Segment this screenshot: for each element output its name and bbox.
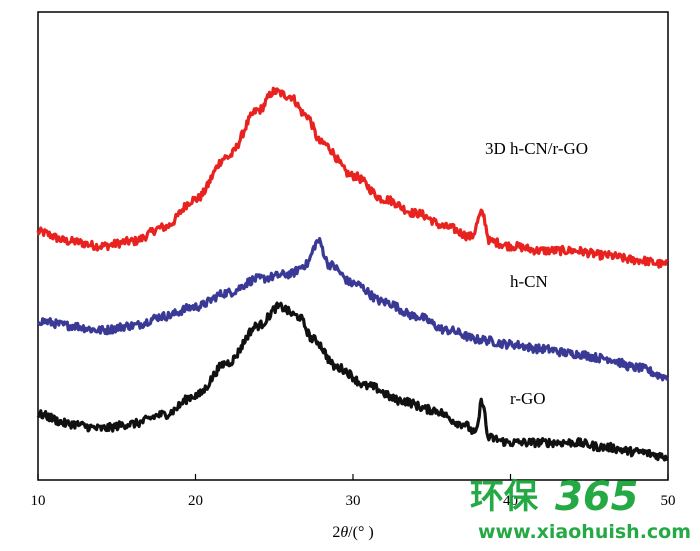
x-tick-label-10: 10 xyxy=(31,493,46,509)
series-line-2 xyxy=(36,237,669,382)
plot-frame xyxy=(37,11,669,481)
x-tick-label-40: 40 xyxy=(503,493,518,509)
watermark-number: 365 xyxy=(555,474,639,520)
series-label-r-go: r-GO xyxy=(510,389,546,408)
series-label-h-cn: h-CN xyxy=(510,272,548,291)
series-label-h-cn-r-go: 3D h-CN/r-GO xyxy=(485,139,588,158)
series-line-3 xyxy=(36,301,669,462)
x-tick-label-20: 20 xyxy=(188,493,203,509)
x-axis-title-suffix: /(° ) xyxy=(348,524,374,541)
series-line-1 xyxy=(36,86,669,269)
x-ticks xyxy=(37,474,669,480)
x-axis-title-prefix: 2 xyxy=(332,524,340,541)
watermark: 环保 365 www.xiaohuish.com xyxy=(470,474,691,543)
x-tick-label-30: 30 xyxy=(346,493,361,509)
series-lines xyxy=(36,86,669,462)
x-tick-label-50: 50 xyxy=(661,493,676,509)
watermark-chinese: 环保 xyxy=(470,477,539,517)
x-axis-title: 2θ/(° ) xyxy=(332,524,373,541)
watermark-url: www.xiaohuish.com xyxy=(478,521,691,543)
x-axis-title-theta: θ xyxy=(340,524,348,541)
